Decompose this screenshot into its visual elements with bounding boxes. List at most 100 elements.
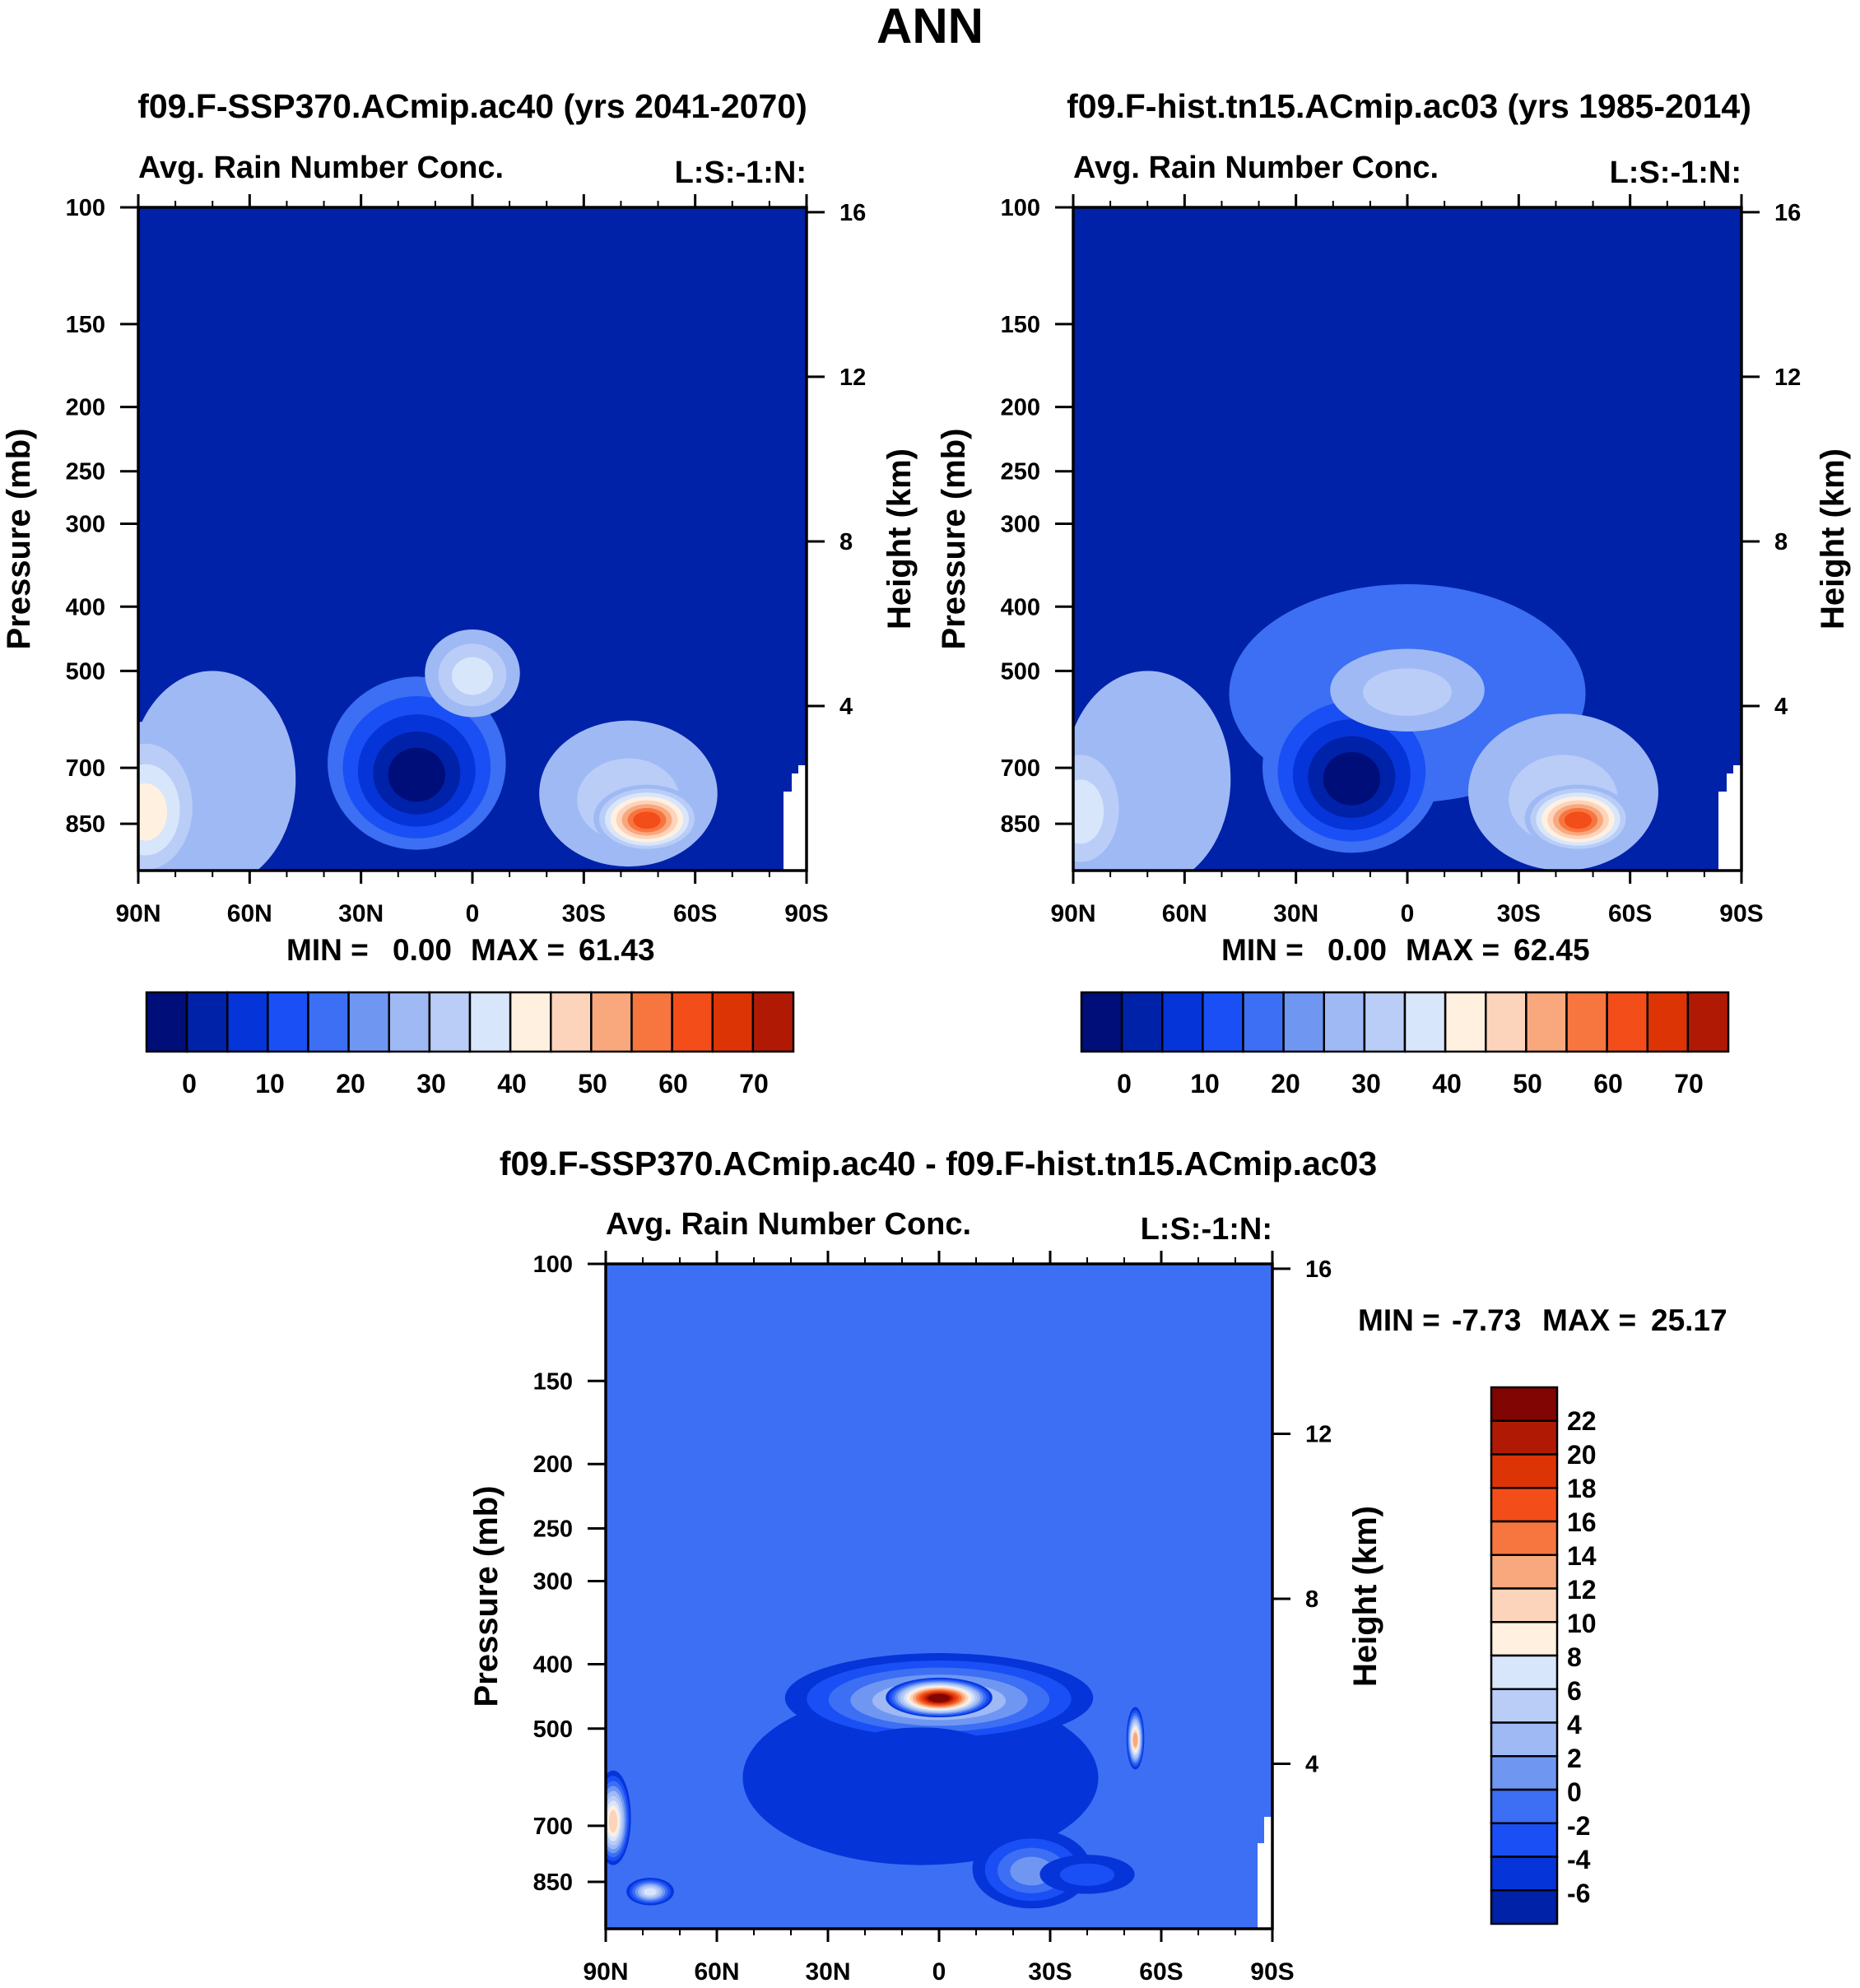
panel-3-min-value: -7.73 [1452, 1303, 1521, 1337]
panel1-y-tick-label: 400 [66, 594, 105, 620]
panel-3-colorbar [1490, 1386, 1559, 1925]
panel2-y-tick-label: 100 [1001, 195, 1040, 221]
panel-2-colorbar [1080, 991, 1730, 1053]
panel2-colorbar-box [1444, 991, 1487, 1053]
panel3-contour-level [928, 1693, 951, 1702]
panel2-y-tick-label: 200 [1001, 395, 1040, 421]
panel-1-cbar-label: 50 [578, 1069, 607, 1099]
panel3-colorbar-box [1490, 1755, 1559, 1791]
panel1-y-tick-label: 100 [66, 195, 105, 221]
panel3-colorbar-box [1490, 1822, 1559, 1858]
panel1-colorbar-box [267, 991, 309, 1053]
panel1-colorbar-box [671, 991, 714, 1053]
panel-1-cbar-label: 60 [658, 1069, 688, 1099]
panel2-y2-tick-label: 16 [1774, 200, 1801, 226]
panel-2-axes: 90N 60N 30N 0 30S 60S 90S 100 150 200 250 300 400 500… [1001, 194, 1801, 927]
panel3-colorbar-box [1490, 1856, 1559, 1892]
panel2-x-tick-label: 90S [1719, 900, 1763, 927]
panel1-y2-tick-label: 16 [839, 200, 866, 226]
panel2-contour-level [1323, 752, 1380, 806]
panel-3-subtitle-left: Avg. Rain Number Conc. [606, 1207, 971, 1242]
panel-3-cbar-label: 18 [1567, 1474, 1597, 1503]
panel2-y-tick-label: 300 [1001, 512, 1040, 538]
panel3-colorbar-box [1490, 1520, 1559, 1556]
panel3-colorbar-box [1490, 1721, 1559, 1758]
panel-3-cbar-label: 12 [1567, 1575, 1597, 1605]
panel1-x-tick-label: 90S [784, 900, 828, 927]
panel1-contour-level [633, 811, 661, 829]
panel1-y2-tick-label: 8 [839, 529, 853, 555]
panel1-y2-tick-label: 4 [839, 694, 853, 720]
panel-2-colorbar-labels: 0 10 20 30 40 50 60 70 [1117, 1069, 1704, 1099]
panel-2-max-label: MAX = [1406, 933, 1500, 967]
panel1-x-tick-label: 30S [562, 900, 606, 927]
panel1-colorbar-box [185, 991, 229, 1053]
panel-1: f09.F-SSP370.ACmip.ac40 (yrs 2041-2070) … [1, 87, 918, 1099]
panel-3-cbar-label: -6 [1567, 1879, 1590, 1908]
panel3-y-tick-label: 200 [533, 1452, 573, 1478]
panel1-x-tick-label: 60S [673, 900, 717, 927]
panel-3-stats: MIN = -7.73 MAX = 25.17 [1358, 1303, 1727, 1337]
panel-3-cbar-label: -2 [1567, 1811, 1590, 1841]
panel-3-title: f09.F-SSP370.ACmip.ac40 - f09.F-hist.tn1… [500, 1145, 1377, 1182]
panel3-colorbar-box [1490, 1688, 1559, 1724]
panel-3-contours [606, 1653, 1145, 1909]
panel2-y-tick-label: 250 [1001, 459, 1040, 485]
panel1-y-tick-label: 300 [66, 512, 105, 538]
panel-1-y2label: Height (km) [881, 448, 918, 629]
panel3-y-tick-label: 250 [533, 1517, 573, 1543]
panel-2-ylabel: Pressure (mb) [936, 429, 972, 650]
panel3-y2-tick-label: 12 [1305, 1421, 1332, 1447]
panel-3-subtitle-right: L:S:-1:N: [1141, 1212, 1272, 1247]
panel2-x-tick-label: 60N [1162, 900, 1207, 927]
panel1-colorbar-box [145, 991, 188, 1053]
panel1-y2-tick-label: 12 [839, 365, 866, 391]
panel1-colorbar-box [226, 991, 269, 1053]
panel2-contour-level [1564, 811, 1593, 829]
panel-3-cbar-label: 10 [1567, 1609, 1597, 1638]
panel1-contour-level [451, 657, 494, 695]
panel-1-plot-field [138, 207, 807, 871]
panel-3-min-label: MIN = [1358, 1303, 1440, 1337]
panel3-y-tick-label: 100 [533, 1252, 573, 1278]
panel3-contour-level [608, 1809, 618, 1833]
panel-3-cbar-label: 22 [1567, 1406, 1597, 1436]
panel2-colorbar-box [1080, 991, 1123, 1053]
panel2-colorbar-box [1323, 991, 1366, 1053]
panel-1-cbar-label: 40 [497, 1069, 527, 1099]
panel1-colorbar-box [468, 991, 512, 1053]
panel-2-plot-field [1073, 207, 1741, 871]
panel3-colorbar-box [1490, 1453, 1559, 1489]
panel-1-cbar-label: 30 [416, 1069, 446, 1099]
panel1-colorbar-box [307, 991, 350, 1053]
panel3-x-tick-label: 60N [694, 1958, 739, 1986]
panel2-colorbar-box [1525, 991, 1568, 1053]
panel1-y-tick-label: 700 [66, 755, 105, 782]
panel2-y-tick-label: 150 [1001, 312, 1040, 338]
panel3-y-tick-label: 850 [533, 1870, 573, 1896]
panel-3-cbar-label: 4 [1567, 1710, 1582, 1740]
panel-1-cbar-label: 70 [739, 1069, 769, 1099]
panel1-y-tick-label: 850 [66, 811, 105, 838]
panel2-y2-tick-label: 12 [1774, 365, 1801, 391]
panel3-colorbar-box [1490, 1587, 1559, 1623]
panel3-x-tick-label: 0 [932, 1958, 946, 1986]
panel2-colorbar-box [1606, 991, 1648, 1053]
panel2-colorbar-box [1485, 991, 1528, 1053]
panel2-colorbar-box [1403, 991, 1447, 1053]
panel-2-cbar-label: 20 [1271, 1069, 1300, 1099]
panel-3-cbar-label: 20 [1567, 1440, 1597, 1470]
panel1-colorbar-box [550, 991, 593, 1053]
panel3-y-tick-label: 150 [533, 1368, 573, 1395]
panel-2-subtitle-left: Avg. Rain Number Conc. [1073, 151, 1439, 185]
panel-3-cbar-label: 14 [1567, 1541, 1597, 1571]
panel3-contour-level [1132, 1732, 1138, 1748]
panel1-x-tick-label: 60N [227, 900, 272, 927]
panel3-x-tick-label: 90N [583, 1958, 628, 1986]
panel2-x-tick-label: 90N [1050, 900, 1095, 927]
panel-3-cbar-label: 16 [1567, 1507, 1597, 1537]
panel2-colorbar-box [1242, 991, 1285, 1053]
panel1-colorbar-box [388, 991, 431, 1053]
panel-1-min-label: MIN = [286, 933, 369, 967]
